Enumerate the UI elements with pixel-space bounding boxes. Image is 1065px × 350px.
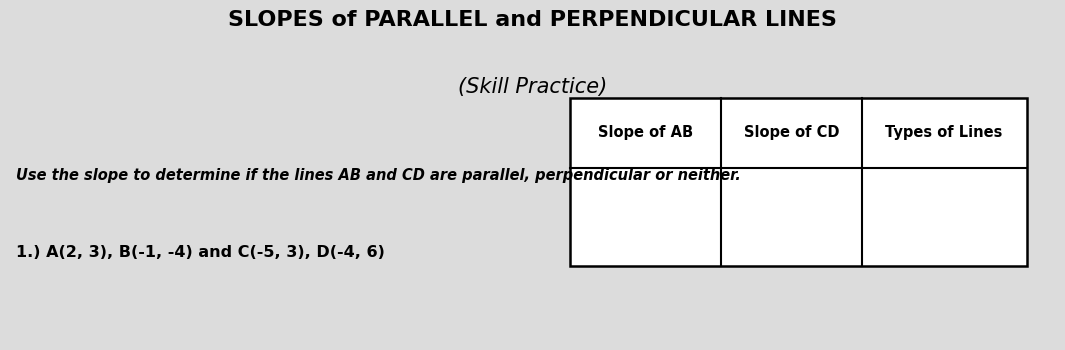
Text: Use the slope to determine if the lines AB and CD are parallel, perpendicular or: Use the slope to determine if the lines … bbox=[16, 168, 741, 183]
Text: 1.) A(2, 3), B(-1, -4) and C(-5, 3), D(-4, 6): 1.) A(2, 3), B(-1, -4) and C(-5, 3), D(-… bbox=[16, 245, 384, 260]
Text: Types of Lines: Types of Lines bbox=[885, 126, 1003, 140]
Text: SLOPES of PARALLEL and PERPENDICULAR LINES: SLOPES of PARALLEL and PERPENDICULAR LIN… bbox=[228, 10, 837, 30]
Bar bbox=[570, 98, 1027, 266]
Text: (Skill Practice): (Skill Practice) bbox=[458, 77, 607, 97]
Text: Slope of CD: Slope of CD bbox=[743, 126, 839, 140]
Text: Slope of AB: Slope of AB bbox=[597, 126, 693, 140]
